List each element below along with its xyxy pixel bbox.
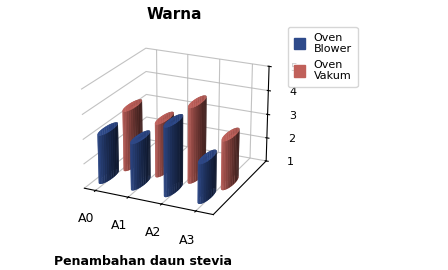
Legend: Oven
Blower, Oven
Vakum: Oven Blower, Oven Vakum xyxy=(288,27,358,87)
Title: Warna: Warna xyxy=(147,6,202,22)
Text: Penambahan daun stevia: Penambahan daun stevia xyxy=(54,255,232,268)
